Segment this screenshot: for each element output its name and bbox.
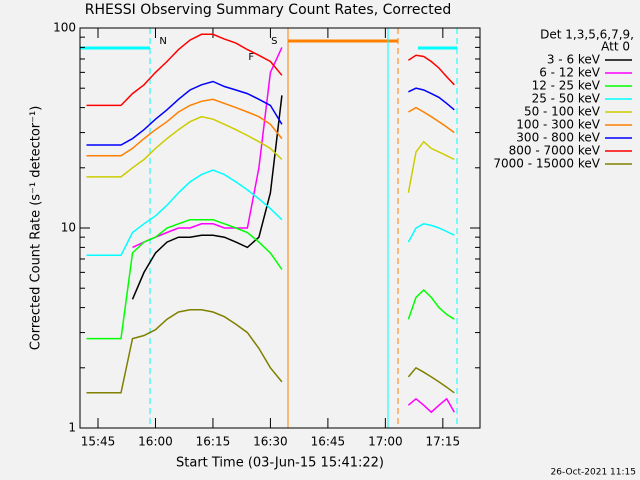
- legend-label: 7000 - 15000 keV: [493, 157, 600, 171]
- legend-label: 50 - 100 keV: [524, 105, 601, 119]
- series-line: [407, 140, 455, 193]
- x-tick-label: 16:30: [253, 435, 288, 449]
- annotation: N: [159, 36, 166, 47]
- legend-header: Det 1,3,5,6,7,9,: [540, 28, 634, 42]
- series-line: [407, 223, 455, 243]
- x-tick-label: 16:00: [138, 435, 173, 449]
- series-line: [408, 106, 455, 134]
- y-tick-label: 100: [53, 21, 76, 35]
- series-line: [407, 288, 455, 320]
- legend-label: 100 - 300 keV: [516, 118, 600, 132]
- series-line: [407, 397, 455, 414]
- series-line: [407, 366, 455, 394]
- legend-label: 6 - 12 keV: [539, 66, 601, 80]
- x-tick-label: 15:45: [81, 435, 116, 449]
- annotation: F: [248, 52, 254, 63]
- series-line: [408, 87, 455, 111]
- timestamp: 26-Oct-2021 11:15: [551, 468, 636, 478]
- legend-label: 3 - 6 keV: [547, 53, 601, 67]
- x-axis-label: Start Time (03-Jun-15 15:41:22): [176, 456, 384, 471]
- series-line: [86, 169, 283, 257]
- x-tick-label: 17:00: [368, 435, 403, 449]
- x-tick-label: 16:15: [196, 435, 231, 449]
- y-axis-label: Corrected Count Rate (s⁻¹ detector⁻¹): [29, 106, 44, 351]
- series-line: [86, 309, 283, 394]
- y-tick-label: 1: [68, 421, 76, 435]
- legend-label: 12 - 25 keV: [532, 79, 601, 93]
- series-line: [86, 80, 283, 146]
- series-line: [407, 54, 455, 86]
- series-line: [86, 115, 283, 178]
- series-line: [131, 95, 283, 300]
- y-tick-label: 10: [61, 221, 76, 235]
- series-line: [86, 218, 283, 340]
- annotation: S: [271, 36, 277, 47]
- series-line: [86, 33, 283, 107]
- legend-label: 300 - 800 keV: [516, 131, 600, 145]
- x-tick-label: 16:45: [311, 435, 346, 449]
- series-line: [86, 98, 283, 157]
- legend-label: 800 - 7000 keV: [509, 144, 601, 158]
- legend-header: Att 0: [601, 40, 630, 54]
- legend-label: 25 - 50 keV: [532, 92, 601, 106]
- x-tick-label: 17:15: [426, 435, 461, 449]
- chart-title: RHESSI Observing Summary Count Rates, Co…: [85, 2, 451, 18]
